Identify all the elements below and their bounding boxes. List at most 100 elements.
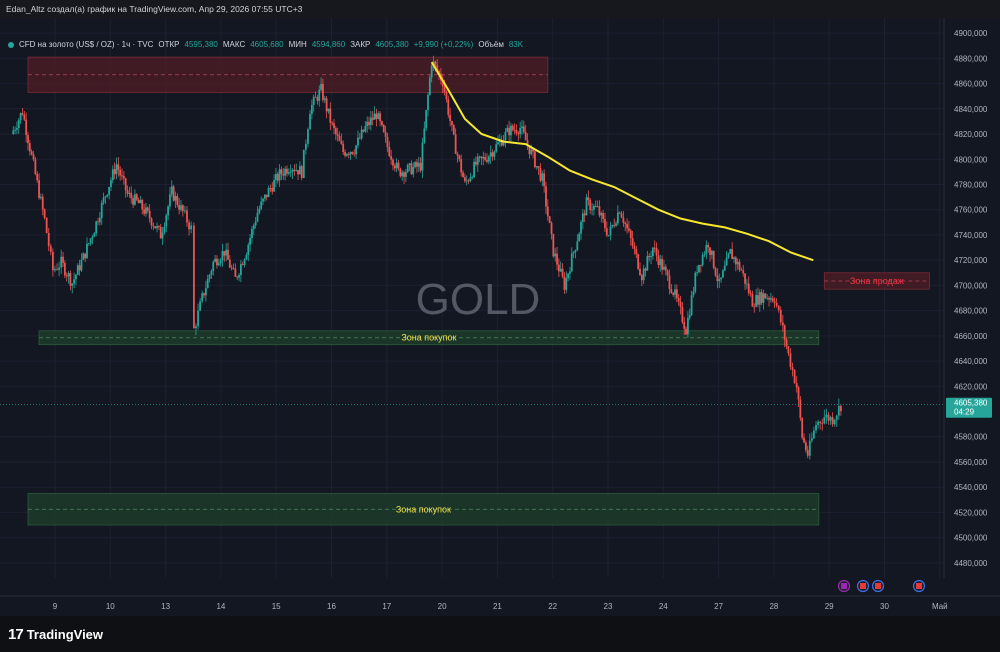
candle-body: [537, 166, 540, 169]
current-price-countdown: 04:29: [954, 408, 975, 417]
high-value: 4605,680: [250, 40, 284, 49]
candle-body: [550, 222, 553, 234]
candle-body: [390, 155, 393, 160]
candle-body: [572, 252, 575, 254]
candle-body: [228, 259, 231, 268]
candle-body: [581, 213, 584, 222]
candle-body: [722, 270, 724, 278]
candle-body: [648, 255, 651, 258]
candle-body: [86, 243, 88, 259]
candle-body: [535, 166, 538, 168]
candle-body: [615, 223, 617, 226]
price-axis[interactable]: 4900,000 4880,000 4860,000 4840,000 4820,000…: [943, 18, 1000, 616]
candle-body: [128, 192, 131, 194]
candle-body: [497, 142, 499, 145]
candle-body: [139, 199, 142, 204]
candle-body: [624, 222, 627, 225]
symbol-watermark: GOLD: [416, 275, 541, 324]
candle-body: [637, 254, 640, 269]
candle-body: [69, 273, 72, 286]
candle-body: [740, 269, 743, 271]
candle-body: [580, 221, 582, 234]
candle-body: [642, 268, 645, 281]
candle-body: [793, 370, 796, 383]
price-chart[interactable]: Зона продаж Зона покупок Зона покупок GOLD…: [0, 18, 1000, 616]
candle-body: [23, 114, 26, 120]
candle-body: [106, 194, 109, 197]
candle-body: [785, 339, 788, 347]
candle-body: [710, 250, 713, 255]
candle-body: [384, 131, 387, 137]
candle-body: [260, 201, 263, 209]
price-tick-label: 4860,000: [954, 80, 988, 89]
candle-body: [629, 230, 632, 239]
tradingview-brand: TradingView: [26, 627, 104, 642]
candle-body: [723, 265, 726, 271]
event-flag-icon: [860, 583, 866, 589]
candle-body: [482, 156, 485, 159]
tradingview-logo[interactable]: 17 TradingView: [8, 626, 103, 643]
candle-body: [475, 161, 477, 165]
candle-body: [167, 206, 169, 216]
candle-body: [241, 264, 244, 265]
low-value: 4594,860: [311, 40, 346, 49]
candle-body: [67, 273, 70, 277]
event-flag-icon: [841, 583, 847, 589]
candle-body: [423, 128, 426, 143]
candle-body: [567, 273, 569, 279]
candle-body: [256, 212, 259, 222]
candle-body: [670, 288, 673, 293]
time-axis[interactable]: 9 10 13 14 15 16 17 20 21 22 23 24 27 28 29 30 Май: [0, 595, 1000, 616]
candle-body: [251, 228, 253, 238]
candle-body: [454, 134, 457, 154]
candle-body: [766, 297, 769, 299]
candle-body: [312, 96, 315, 105]
candle-body: [287, 172, 290, 174]
candle-body: [777, 305, 780, 310]
candle-body: [526, 140, 529, 146]
candle-body: [583, 213, 586, 216]
candle-body: [181, 205, 184, 212]
candle-body: [683, 322, 686, 329]
candle-body: [511, 125, 514, 130]
time-tick-label: 21: [493, 602, 502, 611]
candle-body: [829, 417, 832, 421]
candle-body: [316, 97, 319, 101]
candle-body: [725, 257, 728, 266]
time-tick-label: 16: [327, 602, 336, 611]
candle-body: [596, 206, 599, 208]
price-tick-label: 4780,000: [954, 180, 988, 189]
time-tick-label: 23: [604, 602, 613, 611]
candle-body: [810, 438, 813, 441]
candle-body: [757, 295, 759, 305]
candle-body: [795, 382, 798, 388]
candle-body: [677, 298, 680, 302]
candle-body: [60, 256, 63, 268]
candle-body: [779, 309, 782, 323]
candle-body: [56, 268, 58, 270]
candle-body: [132, 198, 134, 205]
chart-area[interactable]: CFD на золото (US$ / OZ) · 1ч · TVC ОТКР…: [0, 18, 1000, 616]
candle-body: [271, 188, 274, 192]
candle-body: [445, 92, 448, 100]
candle-body: [504, 131, 507, 141]
price-tick-label: 4880,000: [954, 54, 988, 63]
candle-body: [249, 237, 252, 245]
price-tick-label: 4680,000: [954, 307, 988, 316]
candle-body: [382, 124, 385, 132]
candle-body: [753, 306, 756, 308]
candle-body: [121, 175, 123, 177]
price-tick-label: 4760,000: [954, 206, 988, 215]
candle-body: [783, 325, 786, 340]
candle-body: [801, 418, 804, 438]
candle-body: [690, 295, 693, 315]
symbol-title[interactable]: CFD на золото (US$ / OZ) · 1ч · TVC: [19, 40, 154, 49]
candle-body: [84, 253, 87, 259]
candle-body: [607, 235, 610, 236]
candle-body: [62, 256, 64, 263]
candle-body: [388, 147, 391, 156]
candle-body: [578, 233, 581, 242]
candle-body: [813, 430, 815, 439]
candle-body: [799, 399, 802, 419]
